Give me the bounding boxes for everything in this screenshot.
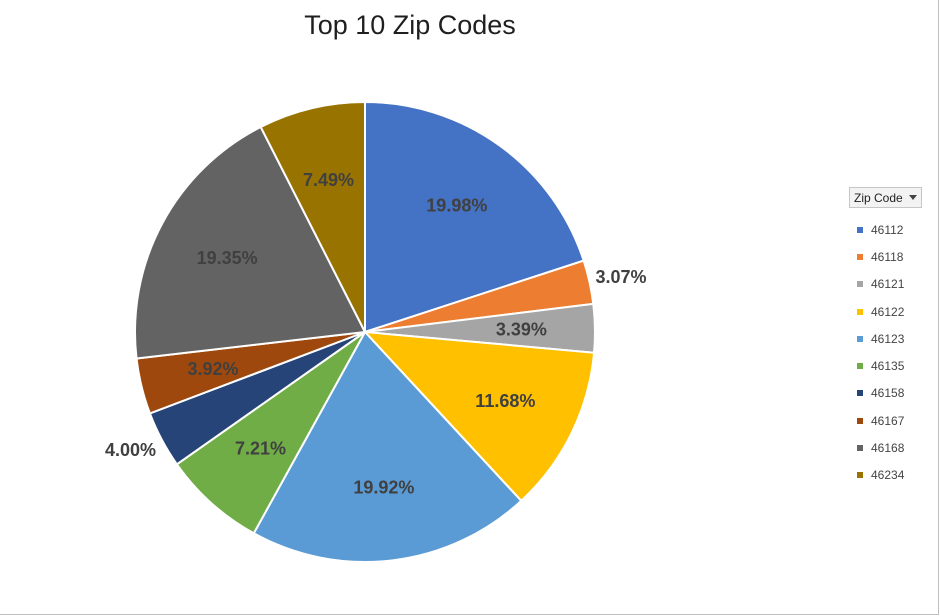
legend-item-46123[interactable]: 46123 (849, 325, 929, 352)
data-label-46121: 3.39% (496, 319, 547, 339)
legend-label: 46135 (871, 359, 905, 374)
legend-label: 46167 (871, 413, 905, 428)
pie-slice-46123[interactable] (252, 330, 523, 563)
legend-swatch (857, 445, 863, 452)
legend-swatch (857, 335, 863, 342)
legend-label: 46123 (871, 331, 905, 346)
legend-swatch (857, 390, 863, 397)
legend-item-46168[interactable]: 46168 (849, 434, 929, 461)
legend-filter-button[interactable]: Zip Code (849, 187, 922, 208)
pie-slice-46135[interactable] (175, 331, 366, 535)
legend-item-46234[interactable]: 46234 (849, 462, 929, 489)
legend-label: 46158 (871, 386, 905, 401)
legend-label: 46234 (871, 468, 905, 483)
dropdown-arrow-icon (908, 195, 917, 200)
data-label-46167: 3.92% (188, 359, 239, 379)
pie-slice-46112[interactable] (364, 100, 585, 334)
legend-item-46121[interactable]: 46121 (849, 271, 929, 298)
legend-label: 46168 (871, 441, 905, 456)
legend: Zip Code 46112 46118 46121 46122 46123 46135 4… (849, 187, 929, 489)
legend-swatch (857, 281, 863, 288)
legend-swatch (857, 226, 863, 233)
data-label-46234: 7.49% (303, 170, 354, 190)
data-label-46135: 7.21% (235, 438, 286, 458)
legend-items: 46112 46118 46121 46122 46123 46135 46158 46167… (849, 216, 929, 489)
data-label-46158: 4.00% (105, 440, 156, 460)
legend-label: 46112 (871, 222, 904, 237)
data-label-46118: 3.07% (595, 267, 646, 287)
legend-label: 46121 (871, 277, 905, 292)
legend-item-46112[interactable]: 46112 (849, 216, 929, 243)
pie-slice-46168[interactable] (134, 125, 367, 360)
legend-swatch (857, 253, 863, 260)
pie-slice-46122[interactable] (362, 330, 596, 503)
data-label-46168: 19.35% (197, 248, 258, 268)
legend-item-46167[interactable]: 46167 (849, 407, 929, 434)
data-label-46122: 11.68% (475, 391, 535, 411)
chart-title: Top 10 Zip Codes (304, 10, 516, 40)
legend-swatch (857, 472, 863, 479)
data-label-46112: 19.98% (426, 195, 487, 215)
legend-title: Zip Code (854, 190, 903, 205)
legend-item-46118[interactable]: 46118 (849, 243, 929, 270)
legend-swatch (857, 363, 863, 370)
data-label-46123: 19.92% (353, 477, 414, 497)
legend-item-46158[interactable]: 46158 (849, 380, 929, 407)
legend-swatch (857, 308, 863, 315)
legend-item-46122[interactable]: 46122 (849, 298, 929, 325)
legend-swatch (857, 417, 863, 424)
legend-label: 46122 (871, 304, 905, 319)
pie-slice-46234[interactable] (259, 100, 366, 333)
legend-label: 46118 (871, 249, 904, 264)
legend-item-46135[interactable]: 46135 (849, 352, 929, 379)
